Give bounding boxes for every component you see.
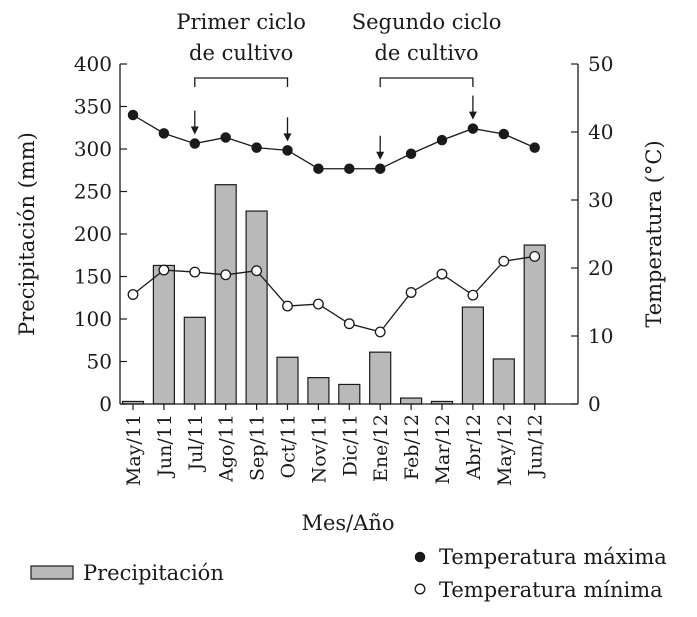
tmax-point-jul-11 (189, 138, 201, 149)
tmin-point-may-12 (498, 255, 510, 267)
x-tick-label: May/11 (123, 414, 145, 486)
tmin-point-jul-11 (189, 266, 201, 278)
left-tick-label: 350 (74, 95, 112, 119)
bar-jun-12 (523, 244, 546, 405)
x-tick-label: Mar/12 (432, 414, 454, 484)
cycle-1-title-line2: de cultivo (189, 41, 293, 65)
tmin-point-ene-12 (374, 326, 386, 338)
cycle-2-bracket (379, 77, 474, 87)
left-tick-label: 100 (74, 307, 112, 331)
arrow-head-icon (190, 126, 199, 135)
right-tick-label: 50 (588, 52, 613, 76)
tmax-point-may-11 (127, 109, 139, 121)
legend-open-circle-icon (414, 583, 426, 595)
bar-nov-11 (307, 377, 330, 405)
tmin-point-nov-11 (312, 298, 324, 310)
x-tick-label: Ago/11 (216, 414, 238, 483)
tmax-line (132, 114, 535, 170)
legend-tmax-label: Temperatura máxima (439, 545, 667, 569)
tmax-point-jun-11 (158, 128, 170, 139)
tmax-point-dic-11 (344, 163, 355, 174)
tmin-point-feb-12 (405, 287, 417, 298)
legend-precip-label: Precipitación (83, 561, 224, 585)
tmin-point-mar-12 (436, 268, 448, 280)
x-tick-label: Jul/11 (185, 414, 207, 473)
x-tick-label: Nov/11 (308, 414, 330, 483)
left-tick-label: 50 (87, 350, 112, 374)
bar-ago-11 (214, 184, 237, 405)
bar-ene-12 (369, 351, 392, 405)
tmin-point-jun-12 (529, 250, 541, 262)
tmax-point-jun-12 (529, 142, 540, 153)
tmax-point-sep-11 (251, 142, 262, 153)
x-axis-title: Mes/Año (301, 511, 394, 535)
tmax-point-may-12 (498, 128, 510, 140)
x-tick-label: Jun/12 (525, 414, 547, 479)
tmin-point-jun-11 (158, 264, 170, 276)
bar-feb-12 (400, 397, 423, 405)
arrow-head-icon (376, 151, 385, 160)
x-tick-label: Sep/11 (247, 414, 269, 481)
right-tick-label: 0 (588, 392, 601, 416)
cycle-2-title-line1: Segundo ciclo (352, 10, 502, 34)
left-tick-label: 200 (74, 222, 112, 246)
left-tick-label: 300 (74, 137, 112, 161)
left-tick-label: 400 (74, 52, 112, 76)
tmax-point-ene-12 (374, 163, 386, 174)
tmin-point-abr-12 (467, 289, 479, 301)
bar-abr-12 (461, 306, 484, 405)
tmin-point-oct-11 (282, 300, 293, 312)
x-tick-label: Jun/11 (154, 414, 176, 479)
tmax-point-mar-12 (436, 134, 448, 146)
legend-filled-circle-icon (414, 551, 426, 563)
left-tick-label: 250 (74, 180, 112, 204)
legend-tmin-label: Temperatura mínima (439, 578, 663, 602)
tmax-point-ago-11 (220, 132, 231, 143)
bar-sep-11 (245, 210, 268, 405)
x-tick-label: Oct/11 (278, 414, 300, 478)
right-tick-label: 40 (588, 120, 613, 144)
arrow-head-icon (468, 111, 477, 120)
tmax-point-oct-11 (282, 145, 293, 156)
tmax-point-abr-12 (467, 123, 479, 134)
x-tick-label: May/12 (494, 414, 516, 486)
bar-jun-11 (152, 264, 175, 405)
cycle-1-title-line1: Primer ciclo (176, 10, 306, 34)
legend-bar-swatch (30, 565, 74, 580)
x-tick-label: Ene/12 (370, 414, 392, 482)
left-tick-label: 0 (99, 392, 112, 416)
tmax-point-nov-11 (313, 163, 324, 174)
x-tick-label: Abr/12 (463, 414, 485, 481)
bar-dic-11 (338, 383, 361, 405)
bar-oct-11 (276, 356, 299, 405)
tmax-point-feb-12 (405, 148, 417, 160)
right-tick-label: 20 (588, 256, 613, 280)
bar-may-12 (492, 358, 515, 405)
y-axis-left-title: Precipitación (mm) (15, 132, 39, 336)
x-tick-label: Feb/12 (401, 414, 423, 480)
tmin-point-may-11 (127, 289, 139, 300)
bar-jul-11 (183, 316, 206, 405)
arrow-head-icon (283, 133, 292, 142)
right-tick-label: 30 (588, 188, 613, 212)
x-tick-label: Dic/11 (339, 414, 361, 477)
tmin-point-dic-11 (343, 318, 355, 330)
cycle-2-title-line2: de cultivo (374, 41, 478, 65)
left-tick-label: 150 (74, 265, 112, 289)
right-tick-label: 10 (588, 324, 613, 348)
y-axis-right-title: Temperatura (°C) (642, 140, 666, 327)
cycle-1-bracket (194, 77, 289, 87)
tmin-point-ago-11 (220, 269, 232, 281)
tmin-point-sep-11 (251, 265, 263, 277)
